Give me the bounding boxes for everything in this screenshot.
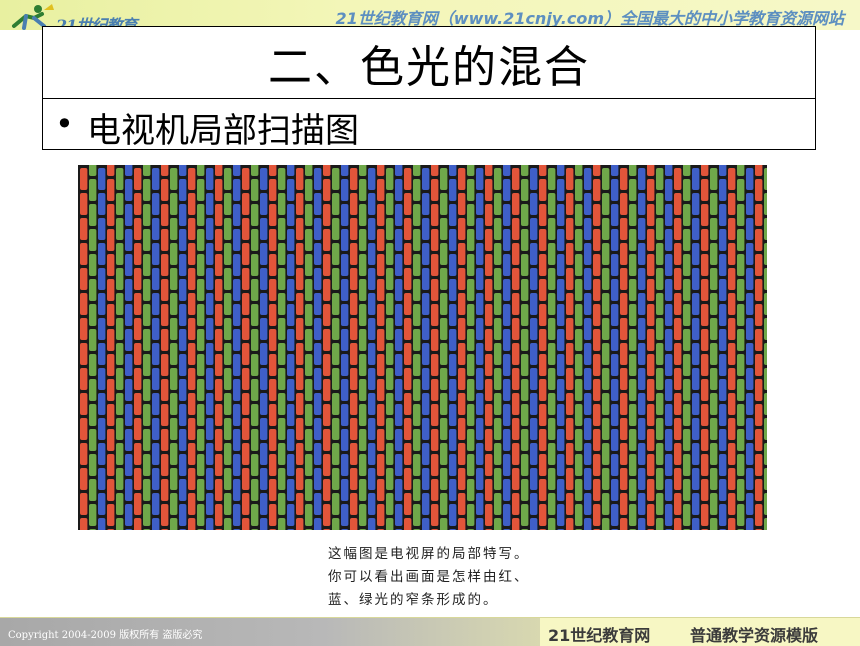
image-caption: 这幅图是电视屏的局部特写。 你可以看出画面是怎样由红、 蓝、绿光的窄条形成的。 xyxy=(78,530,767,610)
copyright-text: Copyright 2004-2009 版权所有 盗版必究 xyxy=(8,630,203,641)
bullet-box: • 电视机局部扫描图 xyxy=(42,99,816,151)
caption-line-3: 蓝、绿光的窄条形成的。 xyxy=(328,592,499,608)
footer-site-name[interactable]: 21世纪教育网 xyxy=(548,626,651,645)
caption-line-1: 这幅图是电视屏的局部特写。 xyxy=(328,546,530,562)
footer-template-name: 普通教学资源模版 xyxy=(690,626,819,645)
tv-pixel-stripes xyxy=(80,165,767,530)
running-figure-icon xyxy=(12,4,54,30)
bullet-dot-icon: • xyxy=(55,105,74,143)
banner-slogan[interactable]: 21世纪教育网（www.21cnjy.com）全国最大的中小学教育资源网站 xyxy=(335,9,844,28)
tv-scan-image xyxy=(78,165,767,530)
bullet-text: 电视机局部扫描图 xyxy=(87,111,359,151)
footer-bar: Copyright 2004-2009 版权所有 盗版必究 21世纪教育网 普通… xyxy=(0,617,860,646)
title-box: 二、色光的混合 xyxy=(42,26,816,99)
caption-line-2: 你可以看出画面是怎样由红、 xyxy=(328,569,530,585)
footer-left-panel xyxy=(0,618,540,646)
slide-title: 二、色光的混合 xyxy=(268,41,590,93)
